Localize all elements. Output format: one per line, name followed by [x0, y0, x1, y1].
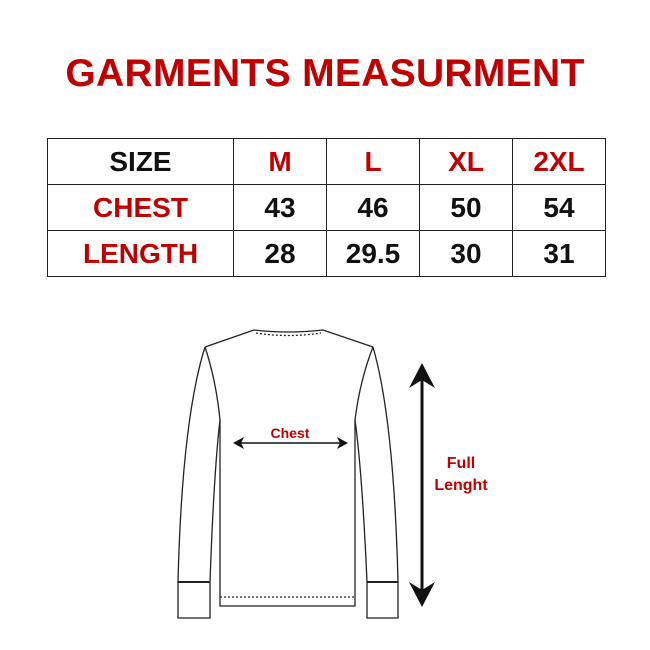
- page-title: GARMENTS MEASURMENT: [65, 52, 585, 95]
- cell: 30: [419, 230, 513, 277]
- full-length-label-line2: Lenght: [434, 477, 488, 494]
- shirt-outline: [177, 329, 399, 619]
- table-row: LENGTH 28 29.5 30 31: [47, 230, 606, 277]
- chest-arrow-icon: [233, 437, 348, 449]
- full-length-label-line1: Full: [447, 455, 475, 472]
- row-label: LENGTH: [47, 230, 234, 277]
- cell: 31: [512, 230, 606, 277]
- cell: 29.5: [326, 230, 420, 277]
- length-arrow-icon: [409, 363, 435, 607]
- cell: 28: [233, 230, 327, 277]
- cell: 54: [512, 184, 606, 231]
- header-size: SIZE: [47, 138, 234, 185]
- cell: 46: [326, 184, 420, 231]
- header-size-l: L: [326, 138, 420, 185]
- chest-label: Chest: [271, 425, 310, 441]
- size-chart-table: SIZE M L XL 2XL CHEST 43 46 50 54 LENGTH…: [47, 138, 606, 277]
